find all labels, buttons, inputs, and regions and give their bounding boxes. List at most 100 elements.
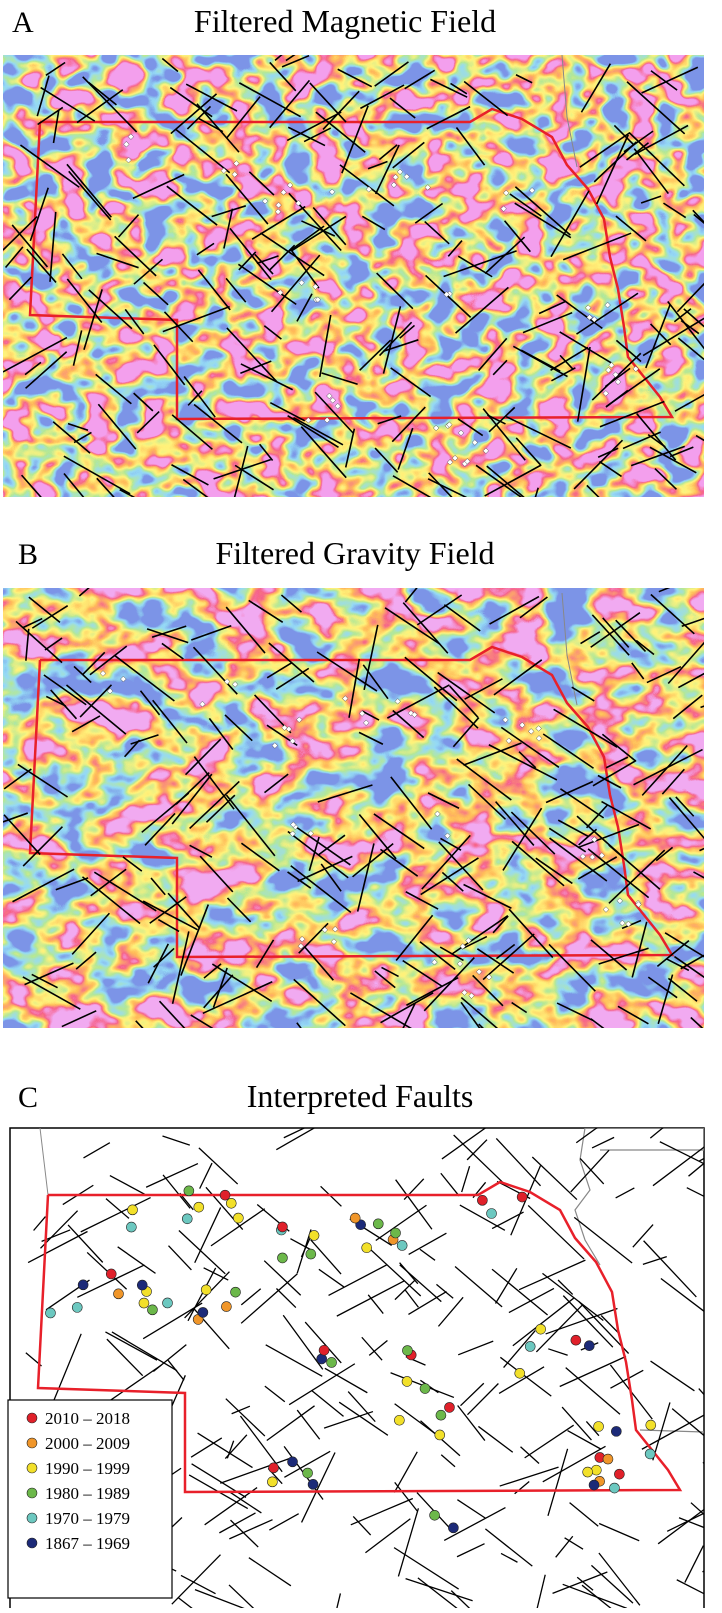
fault-line	[439, 946, 464, 962]
fault-line	[310, 1239, 342, 1275]
fault-line	[224, 714, 253, 742]
event-marker	[505, 737, 513, 744]
fault-line	[404, 69, 436, 90]
event-marker	[267, 1476, 278, 1488]
fault-line	[502, 807, 543, 871]
fault-line	[427, 478, 468, 497]
fault-line	[562, 1295, 614, 1348]
event-marker	[268, 1462, 279, 1474]
fault-line	[684, 1545, 704, 1583]
event-marker	[221, 1301, 232, 1312]
fault-line	[674, 393, 704, 412]
fault-line	[650, 1360, 695, 1392]
event-marker	[528, 728, 535, 735]
fault-line	[557, 1279, 574, 1295]
fault-line	[358, 731, 384, 745]
fault-line	[573, 1216, 633, 1264]
fault-line	[268, 244, 296, 271]
fault-line	[448, 685, 479, 718]
fault-line	[67, 422, 89, 432]
fault-line	[641, 744, 688, 796]
fault-line	[317, 834, 346, 856]
fault-line	[61, 1010, 97, 1028]
fault-line	[556, 1002, 594, 1022]
fault-line	[695, 434, 704, 442]
fault-line	[4, 246, 24, 269]
fault-line	[266, 1405, 315, 1442]
event-marker	[147, 1304, 158, 1316]
fault-line	[646, 665, 682, 684]
fault-line	[167, 1359, 185, 1381]
fault-line	[139, 690, 161, 716]
fault-line	[562, 232, 632, 261]
fault-line	[312, 206, 347, 246]
fault-line	[578, 828, 598, 846]
fault-line	[240, 842, 280, 872]
event-marker	[482, 447, 489, 454]
fault-line	[317, 784, 373, 803]
fault-line	[463, 80, 509, 117]
event-marker	[223, 678, 231, 685]
event-marker	[591, 316, 598, 323]
fault-line	[284, 1450, 331, 1478]
fault-line	[66, 163, 112, 218]
fault-line	[514, 202, 572, 239]
fault-line	[31, 973, 58, 989]
event-marker	[307, 1479, 319, 1490]
fault-line	[567, 1429, 602, 1450]
event-marker	[579, 853, 587, 860]
fault-line	[348, 658, 361, 718]
fault-line	[577, 823, 640, 849]
event-marker	[528, 187, 536, 194]
event-marker	[233, 160, 240, 167]
fault-line	[226, 897, 252, 923]
event-marker	[616, 897, 623, 904]
fault-line	[117, 1246, 156, 1274]
fault-line	[652, 1146, 704, 1187]
fault-line	[290, 1238, 313, 1252]
fault-line	[171, 1554, 221, 1605]
fault-line	[36, 75, 50, 117]
fault-line	[419, 1248, 436, 1261]
event-marker	[321, 926, 328, 933]
fault-line	[22, 976, 81, 1010]
event-marker	[328, 188, 336, 195]
fault-line	[667, 300, 704, 350]
fault-line	[175, 772, 210, 805]
fault-line	[535, 857, 573, 885]
event-marker	[464, 458, 471, 465]
fault-line	[178, 1230, 226, 1275]
fault-line	[597, 447, 619, 459]
event-marker	[138, 1297, 150, 1309]
fault-line	[145, 1162, 199, 1188]
event-marker	[632, 365, 639, 373]
event-marker	[225, 1198, 237, 1209]
fault-line	[671, 1408, 704, 1437]
fault-line	[626, 81, 686, 135]
fault-line	[119, 488, 136, 497]
event-marker	[446, 459, 454, 466]
fault-line	[171, 931, 190, 1004]
fault-line	[182, 478, 209, 497]
event-marker	[396, 1240, 408, 1251]
fault-line	[374, 144, 400, 195]
fault-line	[575, 1128, 598, 1144]
fault-line	[31, 604, 69, 629]
fault-line	[457, 1499, 486, 1519]
fault-line	[460, 996, 499, 1028]
fault-line	[123, 739, 141, 758]
fault-line	[503, 220, 531, 253]
fault-line	[673, 308, 692, 323]
fault-line	[690, 1016, 704, 1028]
event-marker	[448, 1522, 459, 1534]
fault-line	[443, 604, 481, 632]
fault-line	[25, 351, 68, 389]
fault-line	[285, 55, 296, 62]
event-marker	[394, 1414, 405, 1426]
fault-line	[678, 1517, 704, 1529]
fault-line	[180, 1574, 216, 1595]
fault-line	[174, 128, 231, 174]
fault-line	[677, 672, 704, 689]
fault-line	[658, 588, 671, 593]
fault-line	[455, 127, 486, 166]
